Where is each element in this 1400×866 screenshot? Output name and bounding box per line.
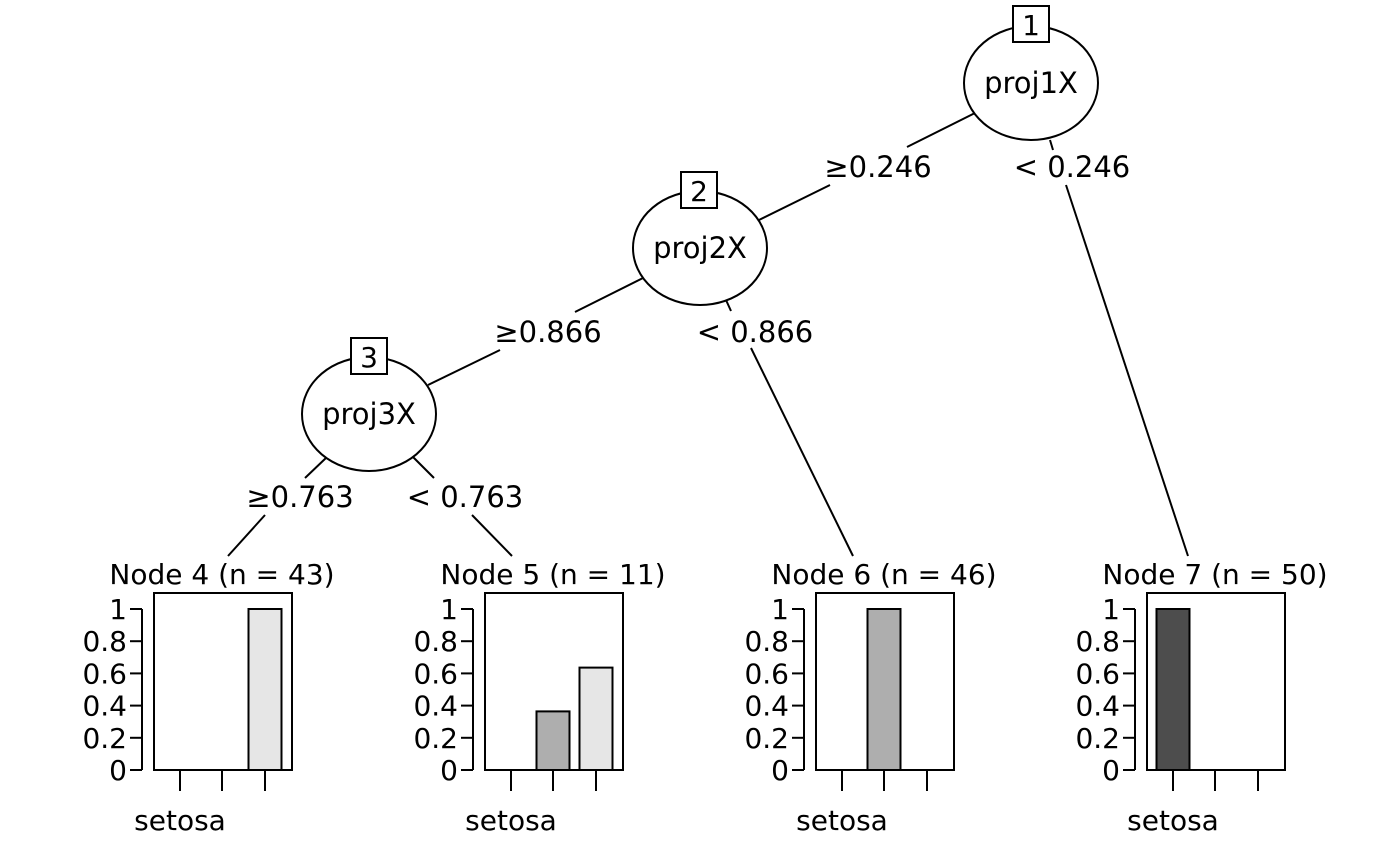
terminal-node-4-class-label: setosa	[134, 804, 226, 837]
terminal-node-4: Node 4 (n = 43) setosa 00.20.40.60.81	[82, 558, 334, 837]
edge-1-7-lower	[1065, 184, 1189, 557]
edge-1-right-label: < 0.246	[1014, 150, 1131, 184]
terminal-node-7-bar-0	[1155, 608, 1191, 771]
inner-node-3: proj3X 3 ≥0.763 < 0.763	[246, 337, 524, 514]
y-tick-label: 0	[440, 754, 458, 787]
edge-1-7-upper	[1049, 139, 1054, 151]
y-tick-label: 0	[109, 754, 127, 787]
edge-3-4-lower	[227, 514, 266, 557]
node-1-id: 1	[1022, 9, 1040, 42]
terminal-node-5-title: Node 5 (n = 11)	[440, 558, 665, 591]
y-tick-label: 0.8	[744, 625, 789, 658]
terminal-node-6-class-label: setosa	[796, 804, 888, 837]
edge-2-3-lower	[427, 349, 501, 386]
terminal-node-6: Node 6 (n = 46) setosa 00.20.40.60.81	[744, 558, 996, 837]
y-tick-label: 1	[771, 593, 789, 626]
edge-3-5-lower	[471, 514, 513, 557]
terminal-node-5-bar-2	[578, 666, 614, 772]
terminal-node-4-bar-2	[247, 608, 283, 771]
inner-node-1: proj1X 1 ≥0.246 < 0.246	[824, 5, 1131, 184]
node-1-variable: proj1X	[984, 66, 1078, 100]
edge-2-6-lower	[750, 347, 854, 557]
y-tick-label: 0.4	[413, 690, 458, 723]
terminal-node-5: Node 5 (n = 11) setosa 00.20.40.60.81	[413, 558, 665, 837]
edge-1-left-label: ≥0.246	[824, 150, 931, 184]
edge-2-3-upper	[574, 277, 644, 313]
y-tick-label: 0.4	[1075, 690, 1120, 723]
node-3-id: 3	[360, 341, 378, 374]
y-tick-label: 0.6	[744, 657, 789, 690]
edge-3-4-upper	[304, 456, 328, 479]
y-tick-label: 0.4	[744, 690, 789, 723]
y-tick-label: 1	[1102, 593, 1120, 626]
y-tick-label: 0.2	[1075, 722, 1120, 755]
y-tick-label: 0.6	[82, 657, 127, 690]
y-tick-label: 1	[109, 593, 127, 626]
edge-3-left-label: ≥0.763	[246, 480, 353, 514]
tree-edges	[227, 112, 1189, 557]
terminal-node-4-title: Node 4 (n = 43)	[109, 558, 334, 591]
edge-2-right-label: < 0.866	[697, 315, 814, 349]
terminal-node-7-title: Node 7 (n = 50)	[1102, 558, 1327, 591]
node-2-id-box	[680, 171, 718, 209]
terminal-node-7: Node 7 (n = 50) setosa 00.20.40.60.81	[1075, 558, 1327, 837]
terminal-node-5-bar-1	[535, 710, 571, 771]
y-tick-label: 0.8	[413, 625, 458, 658]
terminal-node-6-bar-1	[866, 608, 902, 771]
node-2-id: 2	[690, 175, 708, 208]
y-tick-label: 1	[440, 593, 458, 626]
edge-3-5-upper	[412, 456, 435, 479]
y-tick-label: 0.2	[744, 722, 789, 755]
inner-node-2: proj2X 2 ≥0.866 < 0.866	[494, 171, 814, 349]
y-tick-label: 0.4	[82, 690, 127, 723]
y-tick-label: 0	[1102, 754, 1120, 787]
y-tick-label: 0.8	[82, 625, 127, 658]
y-tick-label: 0.2	[82, 722, 127, 755]
node-3-id-box	[350, 337, 388, 375]
y-tick-label: 0	[771, 754, 789, 787]
node-2-variable: proj2X	[653, 231, 747, 265]
y-tick-label: 0.6	[413, 657, 458, 690]
terminal-node-5-class-label: setosa	[465, 804, 557, 837]
y-tick-label: 0.8	[1075, 625, 1120, 658]
edge-1-2-upper	[906, 112, 976, 148]
terminal-node-7-class-label: setosa	[1127, 804, 1219, 837]
y-tick-label: 0.6	[1075, 657, 1120, 690]
edge-3-right-label: < 0.763	[407, 480, 524, 514]
edge-2-6-upper	[725, 299, 732, 312]
edge-1-2-lower	[758, 184, 831, 221]
node-1-id-box	[1012, 5, 1050, 43]
terminal-node-6-title: Node 6 (n = 46)	[771, 558, 996, 591]
node-3-variable: proj3X	[322, 397, 416, 431]
y-tick-label: 0.2	[413, 722, 458, 755]
edge-2-left-label: ≥0.866	[494, 315, 601, 349]
